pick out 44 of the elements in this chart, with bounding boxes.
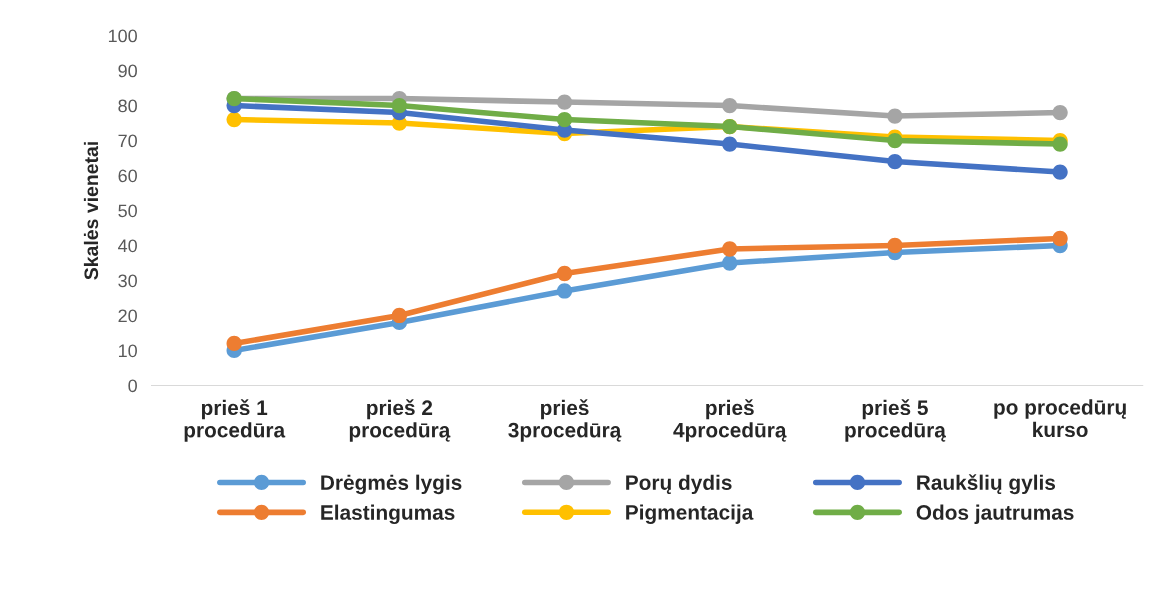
point (722, 241, 738, 257)
point (1052, 136, 1068, 152)
point (1052, 230, 1068, 247)
x-tick-label: po procedūrų kurso (994, 399, 1126, 438)
y-tick-label: 90 (118, 64, 137, 78)
point (722, 136, 738, 152)
y-tick-label: 80 (118, 99, 137, 113)
x-tick-label: prieš 5 procedūrą (845, 399, 946, 442)
point (722, 97, 738, 114)
legend-label: Elastingumas (321, 504, 455, 525)
point (226, 335, 242, 352)
x-tick-label: prieš 3procedūrą (508, 399, 622, 442)
point (226, 111, 242, 128)
legend-label: Pigmentacija (626, 504, 754, 524)
point (1052, 164, 1068, 180)
point (887, 153, 903, 170)
x-tick-label: prieš 2 procedūrą (349, 399, 451, 442)
legend-label: Drėgmės lygis (321, 474, 462, 495)
y-tick-label: 40 (118, 239, 137, 253)
legend-label: Porų dydis (626, 474, 732, 495)
point (722, 255, 738, 271)
y-tick-label: 0 (128, 379, 137, 393)
y-tick-label: 30 (118, 274, 137, 288)
point (887, 132, 903, 149)
y-tick-label: 60 (118, 169, 137, 183)
x-tick-label: prieš 1 procedūra (184, 399, 286, 442)
point (556, 265, 573, 282)
point (887, 108, 903, 124)
point (887, 237, 903, 254)
point (391, 307, 407, 324)
point (391, 97, 407, 114)
point (1052, 104, 1068, 121)
y-tick-label: 70 (118, 134, 137, 148)
point (556, 94, 573, 110)
point (556, 111, 573, 128)
point (556, 283, 573, 299)
legend-label: Raukšlių gylis (917, 474, 1056, 495)
x-tick-label: prieš 4procedūrą (673, 399, 787, 442)
y-tick-label: 100 (108, 29, 137, 43)
y-tick-label: 10 (118, 344, 137, 358)
y-axis-title: Skalės vienetai (83, 142, 99, 280)
y-tick-label: 20 (118, 309, 137, 323)
legend-label: Odos jautrumas (916, 504, 1074, 524)
y-tick-label: 50 (118, 204, 137, 218)
